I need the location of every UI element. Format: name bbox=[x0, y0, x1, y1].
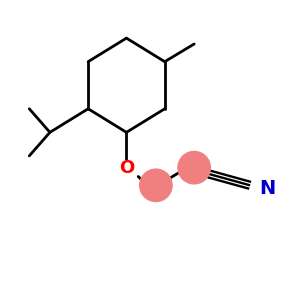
Text: N: N bbox=[259, 179, 275, 198]
Circle shape bbox=[178, 152, 210, 184]
Circle shape bbox=[140, 169, 172, 202]
Text: O: O bbox=[119, 159, 134, 177]
